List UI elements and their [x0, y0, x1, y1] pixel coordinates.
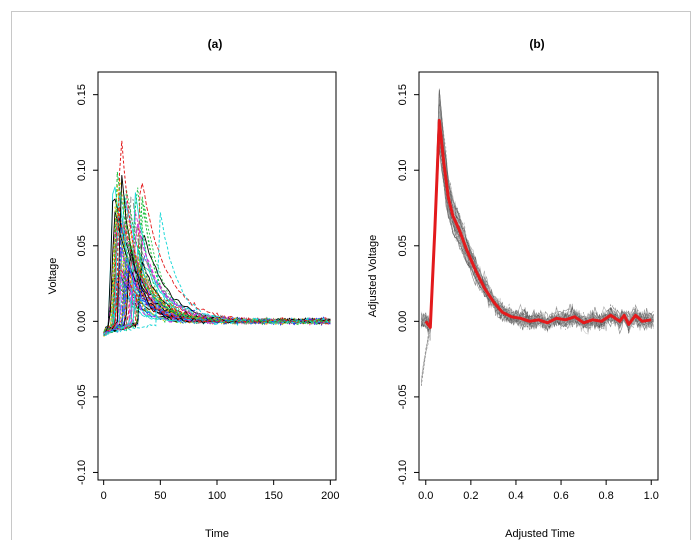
panel-a-highlight-line [103, 171, 331, 333]
panel-b-x-label: Adjusted Time [505, 528, 575, 540]
panel-a-x-tick-label: 0 [101, 490, 107, 502]
panel-a-series-line [103, 263, 331, 334]
panel-b-background-line [421, 137, 654, 383]
panel-b-background-line [421, 126, 654, 384]
panel-b-x-tick-label: 0.8 [598, 490, 613, 502]
panel-a-series [103, 140, 331, 338]
panel-b-y-axis: -0.10 -0.05 0.00 0.05 0.10 0.15 [397, 84, 419, 485]
panel-b-y-tick-label: 0.15 [397, 84, 409, 105]
panel-a-y-tick-label: -0.05 [76, 384, 88, 409]
panel-a-x-axis: 0 50 100 150 200 [101, 480, 340, 502]
panel-a-title: (a) [208, 37, 223, 51]
panel-a-y-tick-label: -0.10 [76, 460, 88, 485]
panel-a-y-tick-label: 0.00 [76, 311, 88, 332]
panel-b-x-tick-label: 1.0 [644, 490, 659, 502]
panel-a-series-line [103, 269, 331, 335]
panel-b-background-line [421, 135, 654, 332]
panel-b-plot-box [418, 71, 659, 481]
panel-a-y-axis: -0.10 -0.05 0.00 0.05 0.10 0.15 [76, 84, 98, 485]
panel-b-background-line [421, 139, 654, 332]
panel-b-y-tick-label: -0.10 [397, 460, 409, 485]
panel-a-y-tick-label: 0.15 [76, 84, 88, 105]
panel-a-series-line [103, 276, 331, 335]
panel-b-x-tick-label: 0.6 [553, 490, 568, 502]
panel-b-mean-line [424, 118, 652, 329]
panel-b-x-tick-label: 0.4 [508, 490, 523, 502]
panel-b-background-line [421, 108, 654, 386]
panel-a-series-line [103, 246, 331, 334]
panel-b-background-line [421, 141, 654, 330]
panel-a-x-tick-label: 50 [154, 490, 166, 502]
panel-b-x-tick-label: 0.2 [463, 490, 478, 502]
panel-a: (a) 0 50 100 150 200 -0.10 -0.05 0.00 0.05 0.10 0… [47, 37, 340, 540]
panel-a-y-tick-label: 0.05 [76, 235, 88, 256]
panel-a-y-tick-label: 0.10 [76, 160, 88, 181]
panel-b-background-line [421, 146, 654, 329]
panel-b-y-label: Adjusted Voltage [367, 235, 379, 318]
panel-b-x-tick-label: 0.0 [418, 490, 433, 502]
panel-b-background-line [421, 141, 654, 330]
panel-b-y-tick-label: 0.10 [397, 160, 409, 181]
panel-b: (b) 0.0 0.2 0.4 0.6 0.8 1.0 -0.10 -0.05 0.00 0.0… [367, 37, 659, 540]
panel-a-series-line [103, 198, 331, 334]
panel-b-background-line [421, 149, 654, 381]
panel-a-x-tick-label: 200 [321, 490, 339, 502]
panel-a-x-tick-label: 100 [208, 490, 226, 502]
panel-b-background-line [421, 106, 654, 332]
panel-a-series-line [103, 183, 331, 334]
panel-b-title: (b) [529, 37, 544, 51]
panel-a-x-label: Time [205, 528, 229, 540]
panel-b-y-tick-label: 0.00 [397, 311, 409, 332]
panel-b-x-axis: 0.0 0.2 0.4 0.6 0.8 1.0 [418, 480, 659, 502]
panel-b-background-line [421, 145, 654, 386]
panel-b-series [421, 88, 654, 386]
panel-b-y-tick-label: -0.05 [397, 384, 409, 409]
panel-b-y-tick-label: 0.05 [397, 235, 409, 256]
panel-a-x-tick-label: 150 [264, 490, 282, 502]
panel-b-background-line [421, 136, 654, 381]
panel-a-y-label: Voltage [47, 258, 59, 295]
panel-a-series-line [103, 175, 331, 336]
panel-b-background-line [421, 120, 654, 334]
panel-a-series-line [103, 178, 331, 333]
panel-a-highlight-line [103, 212, 331, 335]
